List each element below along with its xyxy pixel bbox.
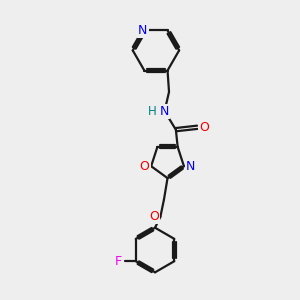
- Text: N: N: [138, 24, 148, 37]
- Text: O: O: [199, 121, 209, 134]
- Text: H: H: [148, 105, 157, 118]
- Text: O: O: [140, 160, 149, 173]
- Text: N: N: [160, 105, 169, 118]
- Text: F: F: [115, 255, 122, 268]
- Text: N: N: [186, 160, 195, 173]
- Text: O: O: [149, 210, 159, 223]
